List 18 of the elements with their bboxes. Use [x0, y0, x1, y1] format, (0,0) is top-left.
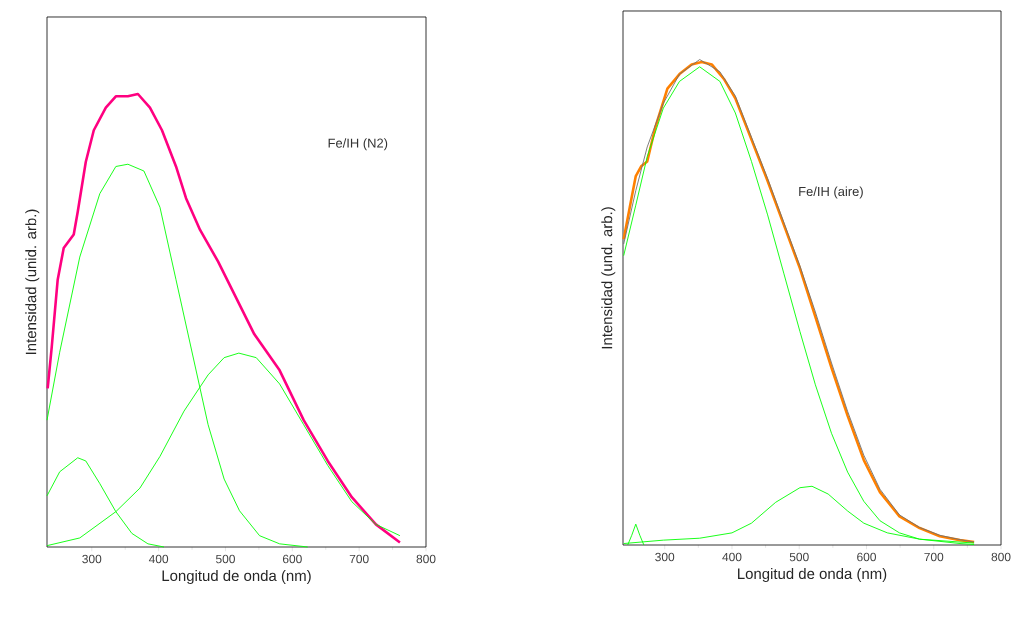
x-tick-label: 700	[924, 552, 944, 562]
x-tick-label: 600	[282, 554, 302, 564]
x-tick-label: 800	[416, 554, 436, 564]
annotation: Fe/IH (N2)	[328, 138, 388, 151]
y-axis-title: Intensidad (unid. arb.)	[25, 209, 40, 354]
x-tick-label: 300	[655, 552, 675, 562]
x-tick-label: 400	[148, 554, 169, 564]
x-axis-title: Longitud de onda (nm)	[162, 570, 311, 584]
annotation: Fe/IH (aire)	[799, 186, 863, 199]
x-tick-label: 600	[857, 552, 876, 562]
x-tick-label: 300	[82, 554, 102, 564]
x-axis-title: Longitud de onda (nm)	[738, 568, 887, 582]
x-tick-label: 800	[991, 552, 1011, 562]
x-tick-label: 500	[789, 552, 809, 562]
x-tick-label: 500	[215, 554, 235, 564]
x-tick-label: 400	[722, 552, 742, 562]
x-tick-label: 700	[349, 554, 369, 564]
y-axis-title: Intensidad (und. arb.)	[601, 207, 616, 349]
